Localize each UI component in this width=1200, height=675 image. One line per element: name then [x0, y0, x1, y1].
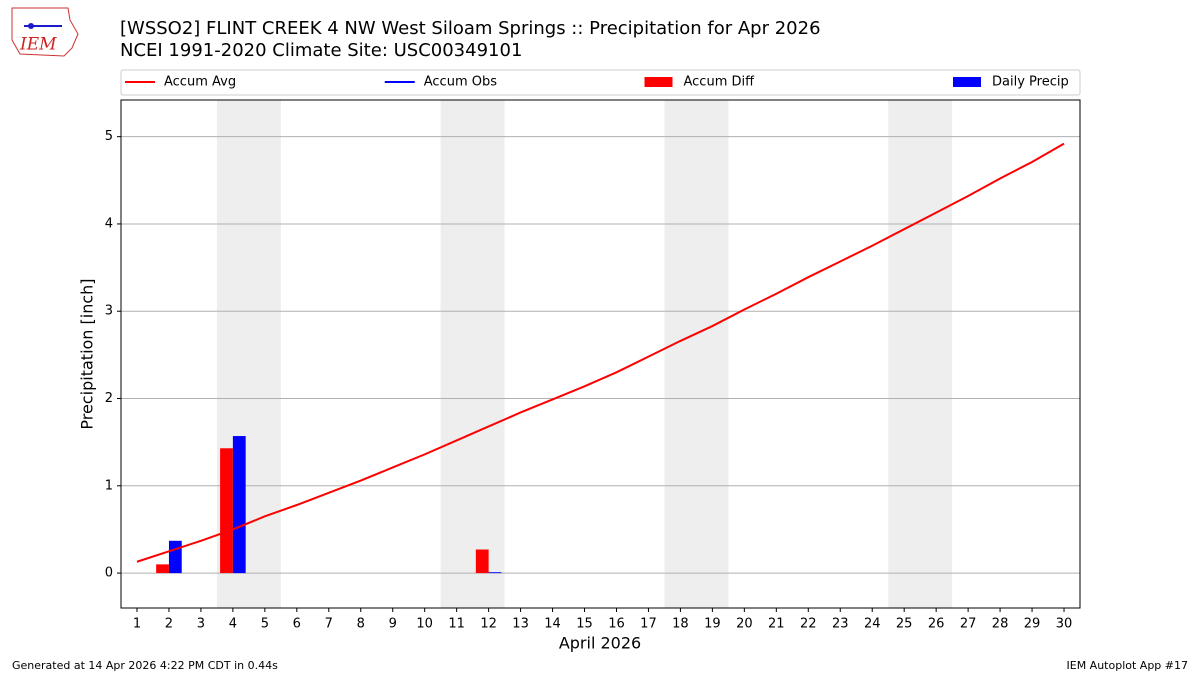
x-tick-label: 24	[864, 617, 881, 632]
y-tick-label: 0	[105, 566, 113, 581]
x-tick-label: 8	[357, 617, 365, 632]
x-tick-label: 1	[133, 617, 141, 632]
bar	[488, 572, 502, 574]
x-tick-label: 26	[928, 617, 945, 632]
x-tick-label: 5	[261, 617, 269, 632]
y-axis-label: Precipitation [inch]	[78, 278, 97, 429]
legend-label: Accum Obs	[424, 75, 497, 90]
x-tick-label: 15	[576, 617, 593, 632]
y-tick-label: 5	[105, 129, 113, 144]
x-tick-label: 16	[608, 617, 625, 632]
legend-label: Accum Avg	[164, 75, 236, 90]
bar	[475, 549, 489, 574]
weekend-shade	[440, 100, 505, 608]
x-tick-label: 13	[512, 617, 529, 632]
legend-box	[120, 69, 1081, 96]
chart-title: [WSSO2] FLINT CREEK 4 NW West Siloam Spr…	[120, 18, 821, 39]
x-tick-label: 2	[165, 617, 173, 632]
x-tick-label: 27	[960, 617, 977, 632]
x-tick-label: 29	[1024, 617, 1041, 632]
y-tick-label: 3	[105, 304, 113, 319]
x-tick-label: 18	[672, 617, 689, 632]
x-tick-label: 21	[768, 617, 785, 632]
logo-icon	[28, 23, 34, 29]
logo-outline	[11, 7, 79, 57]
x-tick-label: 25	[896, 617, 913, 632]
x-tick-label: 7	[325, 617, 333, 632]
x-tick-label: 11	[448, 617, 465, 632]
x-tick-label: 3	[197, 617, 205, 632]
bar	[232, 436, 246, 574]
legend-label: Accum Diff	[684, 75, 756, 90]
bar	[220, 448, 233, 574]
x-tick-label: 10	[416, 617, 433, 632]
x-tick-label: 22	[800, 617, 817, 632]
x-tick-label: 14	[544, 617, 561, 632]
y-tick-label: 4	[105, 216, 113, 231]
weekend-shade	[888, 100, 953, 608]
plot-frame	[120, 99, 1081, 609]
x-tick-label: 30	[1056, 617, 1073, 632]
logo-text: IEM	[19, 35, 57, 55]
x-tick-label: 12	[480, 617, 497, 632]
x-tick-label: 28	[992, 617, 1009, 632]
logo: IEM	[11, 7, 79, 57]
y-tick-label: 2	[105, 391, 113, 406]
x-tick-label: 20	[736, 617, 753, 632]
bar	[168, 540, 182, 574]
x-tick-label: 6	[293, 617, 301, 632]
x-tick-label: 4	[229, 617, 237, 632]
bar	[156, 564, 169, 574]
x-tick-label: 19	[704, 617, 721, 632]
chart-subtitle: NCEI 1991-2020 Climate Site: USC00349101	[120, 40, 522, 61]
y-tick-label: 1	[105, 478, 113, 493]
x-axis-label: April 2026	[559, 634, 641, 653]
x-tick-label: 9	[389, 617, 397, 632]
legend-swatch	[953, 77, 981, 87]
footer-right: IEM Autoplot App #17	[1067, 659, 1189, 672]
footer-left: Generated at 14 Apr 2026 4:22 PM CDT in …	[12, 659, 278, 672]
x-tick-label: 17	[640, 617, 657, 632]
legend-label: Daily Precip	[992, 75, 1069, 90]
weekend-shade	[664, 100, 729, 608]
legend-swatch	[644, 77, 673, 87]
x-tick-label: 23	[832, 617, 849, 632]
line-series	[136, 142, 1065, 563]
